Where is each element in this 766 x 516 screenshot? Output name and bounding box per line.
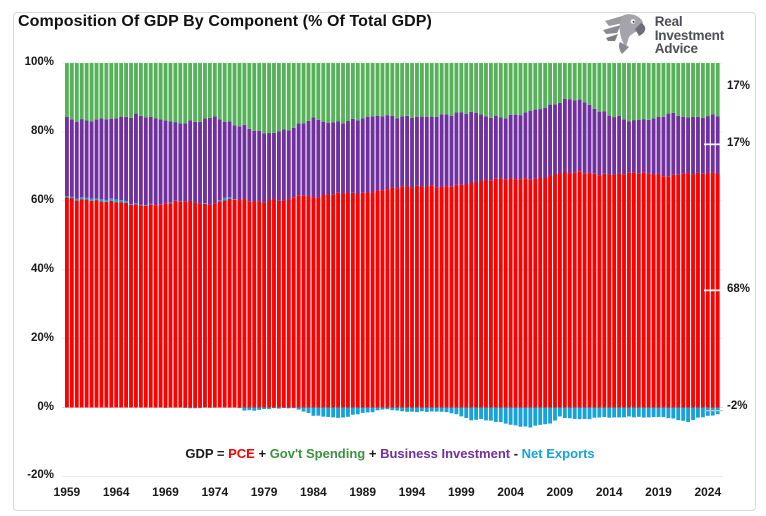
series-end-label: 17% [727,80,751,92]
legend-pce: PCE [228,446,255,461]
x-tick-label: 2009 [546,485,574,499]
y-tick-label: 60% [30,193,54,206]
chart-border-frame [13,12,756,511]
x-tick-label: 2014 [595,485,623,499]
brand-word-advice: Advice [654,41,698,57]
series-end-label: 68% [727,283,751,295]
x-tick-label: 1964 [102,485,130,499]
x-tick-label: 1969 [152,485,179,499]
x-tick-label: 1974 [201,485,229,499]
y-tick-label: 20% [30,331,54,344]
x-tick-label: 1999 [447,485,475,499]
brand-logo: Real Investment Advice [602,11,724,60]
y-tick-label: 0% [37,400,54,413]
x-tick-label: 2024 [694,485,722,499]
eagle-icon [602,11,648,60]
series-end-label: -2% [727,400,748,412]
x-tick-label: 1989 [349,485,377,499]
x-tick-label: 2004 [497,485,524,499]
y-tick-label: 40% [30,262,54,275]
legend-business-investment: Business Investment [380,446,511,461]
brand-logo-text: Real Investment Advice [655,15,724,56]
chart-title: Composition Of GDP By Component (% Of To… [18,13,432,30]
x-tick-label: 1959 [53,485,81,499]
y-tick-label: 80% [30,124,54,137]
brand-word-real: Real [654,14,683,30]
legend-formula: GDP = PCE + Gov't Spending + Business In… [40,446,740,461]
legend-minus: - [510,446,522,461]
legend-net-exports: Net Exports [521,446,595,461]
legend-plus2: + [365,446,381,461]
brand-word-investment: Investment [654,27,724,43]
y-tick-label: 100% [24,56,54,69]
x-tick-label: 1979 [250,485,278,499]
series-end-label: 17% [727,137,751,149]
legend-govt-spending: Gov't Spending [269,446,366,461]
x-tick-label: 1984 [300,485,327,499]
x-tick-label: 1994 [398,485,426,499]
y-tick-label: -20% [27,469,54,482]
x-tick-label: 2019 [645,485,672,499]
legend-gdp: GDP = [185,446,229,461]
legend-plus1: + [254,446,270,461]
